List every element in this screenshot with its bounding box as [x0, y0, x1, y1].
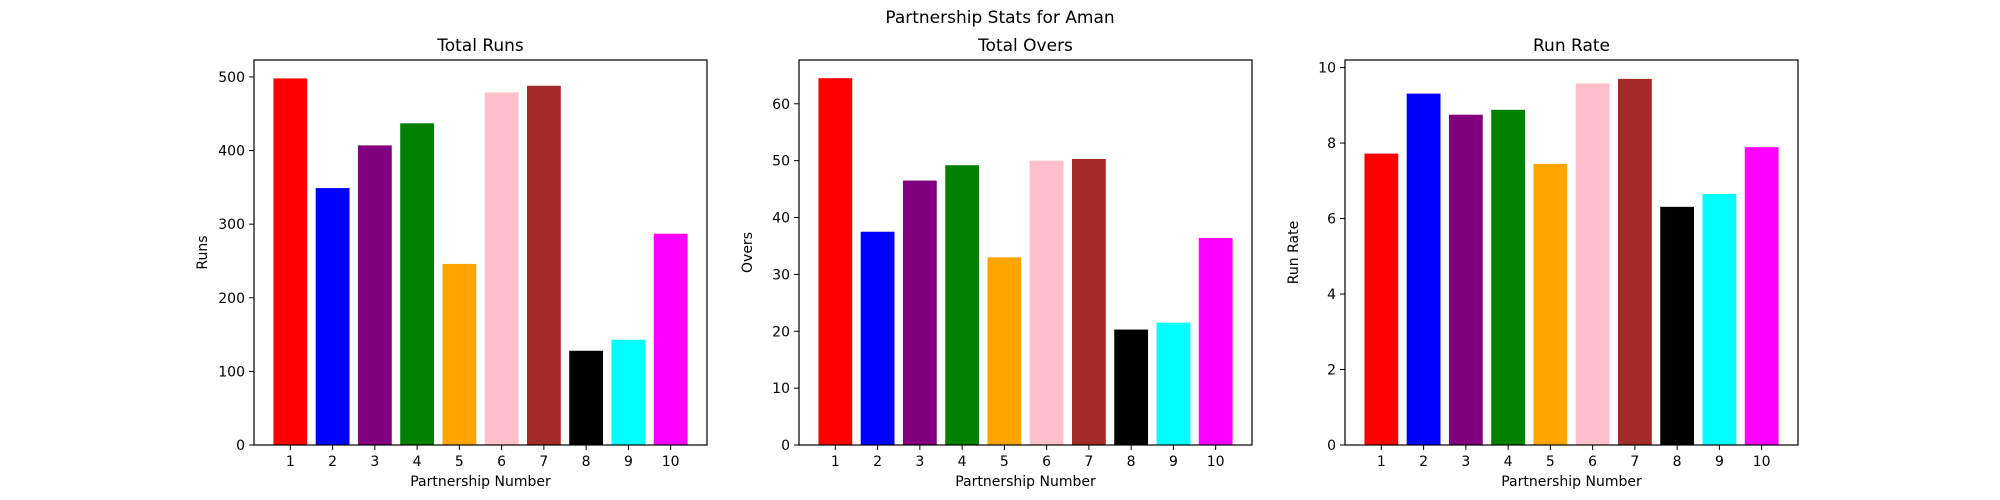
bar-5 — [987, 257, 1022, 445]
y-axis-label: Run Rate — [1286, 221, 1302, 284]
x-tick-label: 3 — [915, 454, 924, 470]
bar-8 — [1114, 329, 1149, 445]
bar-6 — [484, 92, 519, 445]
figure-suptitle: Partnership Stats for Aman — [885, 8, 1114, 28]
x-tick-label: 6 — [497, 454, 506, 470]
bar-7 — [1617, 78, 1652, 445]
x-tick-label: 6 — [1588, 454, 1597, 470]
y-tick-label: 10 — [1318, 61, 1336, 77]
y-tick-label: 50 — [772, 154, 790, 170]
x-tick-label: 8 — [582, 454, 591, 470]
x-tick-label: 9 — [1169, 454, 1178, 470]
bar-10 — [653, 233, 688, 445]
bar-8 — [569, 350, 604, 445]
bar-1 — [818, 78, 853, 445]
x-tick-label: 2 — [873, 454, 882, 470]
y-tick-label: 200 — [218, 291, 245, 307]
x-tick-label: 4 — [413, 454, 422, 470]
x-tick-label: 3 — [370, 454, 379, 470]
bar-4 — [1491, 109, 1526, 445]
x-tick-label: 10 — [662, 454, 680, 470]
y-tick-label: 0 — [781, 438, 790, 454]
bar-6 — [1029, 160, 1064, 445]
x-tick-label: 5 — [1546, 454, 1555, 470]
bar-5 — [1533, 163, 1568, 446]
x-tick-label: 3 — [1461, 454, 1470, 470]
x-tick-label: 5 — [455, 454, 464, 470]
x-tick-label: 7 — [539, 454, 548, 470]
y-tick-label: 40 — [772, 211, 790, 227]
y-tick-label: 400 — [218, 144, 245, 160]
y-tick-label: 300 — [218, 217, 245, 233]
x-tick-label: 10 — [1207, 454, 1225, 470]
y-tick-label: 2 — [1327, 363, 1336, 379]
y-tick-label: 60 — [772, 97, 790, 113]
bar-9 — [1702, 193, 1737, 445]
subplot-title: Total Overs — [977, 36, 1073, 56]
y-tick-label: 20 — [772, 324, 790, 340]
x-axis-label: Partnership Number — [955, 474, 1096, 490]
bar-3 — [1448, 114, 1483, 445]
subplot-title: Run Rate — [1533, 36, 1610, 56]
y-tick-label: 4 — [1327, 287, 1336, 303]
bar-7 — [526, 85, 561, 445]
x-tick-label: 9 — [1715, 454, 1724, 470]
x-tick-label: 6 — [1042, 454, 1051, 470]
bar-7 — [1071, 158, 1106, 446]
y-tick-label: 6 — [1327, 212, 1336, 228]
bar-1 — [273, 78, 308, 445]
x-tick-label: 2 — [1419, 454, 1428, 470]
y-tick-label: 500 — [218, 70, 245, 86]
x-tick-label: 7 — [1630, 454, 1639, 470]
x-tick-label: 8 — [1127, 454, 1136, 470]
axes-frame — [253, 59, 708, 446]
x-tick-label: 5 — [1000, 454, 1009, 470]
bar-9 — [1156, 322, 1191, 445]
x-tick-label: 1 — [286, 454, 295, 470]
x-tick-label: 8 — [1673, 454, 1682, 470]
bar-10 — [1744, 147, 1779, 446]
bar-8 — [1660, 206, 1695, 445]
bar-2 — [315, 188, 350, 445]
subplot-title: Total Runs — [436, 36, 524, 56]
y-tick-label: 0 — [1327, 438, 1336, 454]
bar-2 — [860, 231, 895, 445]
x-tick-label: 1 — [831, 454, 840, 470]
axes-frame — [1344, 59, 1799, 446]
y-tick-label: 0 — [236, 438, 245, 454]
y-axis-label: Overs — [740, 232, 756, 273]
x-tick-label: 10 — [1753, 454, 1771, 470]
y-tick-label: 10 — [772, 381, 790, 397]
x-tick-label: 9 — [624, 454, 633, 470]
y-tick-label: 100 — [218, 364, 245, 380]
y-tick-label: 30 — [772, 267, 790, 283]
bar-4 — [400, 123, 435, 446]
bar-2 — [1406, 93, 1441, 445]
x-tick-label: 4 — [1504, 454, 1513, 470]
bar-3 — [902, 180, 937, 446]
bar-1 — [1364, 153, 1399, 445]
x-tick-label: 1 — [1377, 454, 1386, 470]
x-tick-label: 7 — [1084, 454, 1093, 470]
bar-3 — [357, 145, 392, 445]
x-tick-label: 4 — [958, 454, 967, 470]
x-tick-label: 2 — [328, 454, 337, 470]
x-axis-label: Partnership Number — [1501, 474, 1642, 490]
bar-6 — [1575, 83, 1610, 445]
bar-4 — [945, 165, 980, 445]
bar-10 — [1198, 237, 1233, 445]
subplot-3: 1 2 3 4 5 6 7 8 9 10 0 2 4 6 8 10 Run Rate Partnership Nu… — [1286, 36, 1799, 490]
axes-frame — [798, 59, 1253, 446]
y-tick-label: 8 — [1327, 136, 1336, 152]
subplot-2: 1 2 3 4 5 6 7 8 9 10 0 10 20 30 40 50 60 Total Overs Partn… — [740, 36, 1253, 490]
bar-9 — [611, 339, 646, 445]
y-axis-label: Runs — [195, 235, 211, 269]
x-axis-label: Partnership Number — [410, 474, 551, 490]
bar-5 — [442, 263, 477, 445]
